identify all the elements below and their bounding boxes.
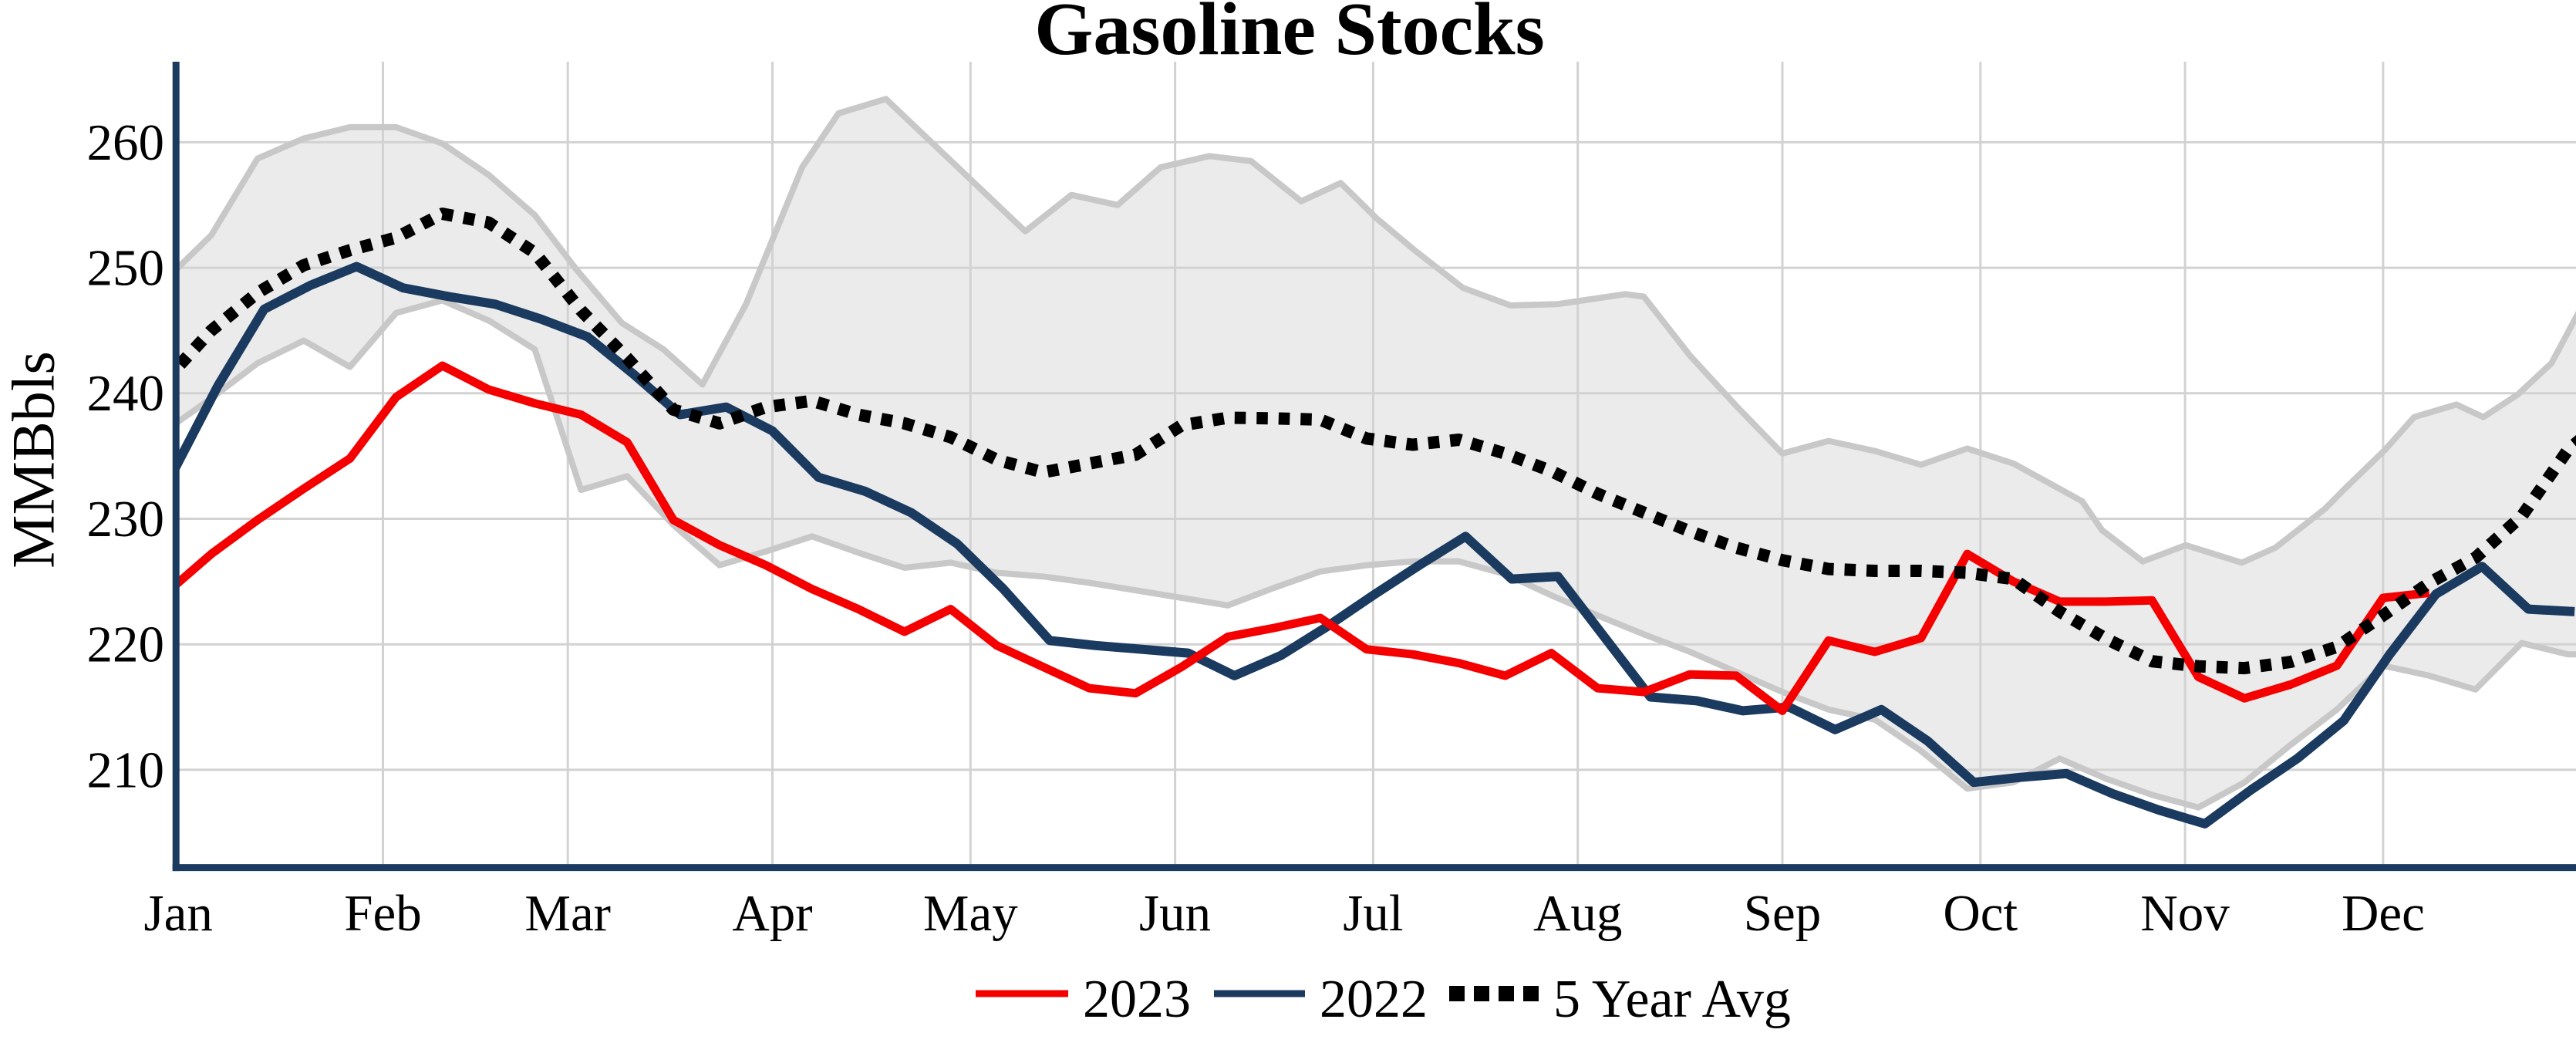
svg-text:210: 210 (87, 741, 165, 798)
svg-text:MMBbls: MMBbls (0, 351, 67, 569)
svg-text:Gasoline Stocks: Gasoline Stocks (1034, 0, 1545, 71)
svg-text:Apr: Apr (732, 885, 812, 942)
svg-text:Mar: Mar (524, 885, 611, 942)
svg-text:May: May (923, 885, 1018, 942)
svg-text:260: 260 (87, 114, 165, 171)
svg-text:5 Year Avg: 5 Year Avg (1553, 970, 1791, 1029)
svg-text:Jul: Jul (1343, 885, 1403, 942)
svg-text:240: 240 (87, 365, 165, 422)
svg-text:Feb: Feb (344, 885, 422, 942)
svg-text:2023: 2023 (1083, 970, 1191, 1029)
svg-text:Jun: Jun (1139, 885, 1211, 942)
svg-text:Oct: Oct (1943, 885, 2018, 942)
svg-text:Dec: Dec (2342, 885, 2425, 942)
svg-text:Aug: Aug (1533, 885, 1622, 942)
svg-text:250: 250 (87, 240, 165, 297)
svg-text:2022: 2022 (1320, 970, 1428, 1029)
svg-text:220: 220 (87, 616, 165, 673)
svg-text:Sep: Sep (1744, 885, 1822, 942)
svg-text:230: 230 (87, 491, 165, 548)
svg-text:Nov: Nov (2140, 885, 2230, 942)
svg-text:Jan: Jan (144, 885, 213, 942)
